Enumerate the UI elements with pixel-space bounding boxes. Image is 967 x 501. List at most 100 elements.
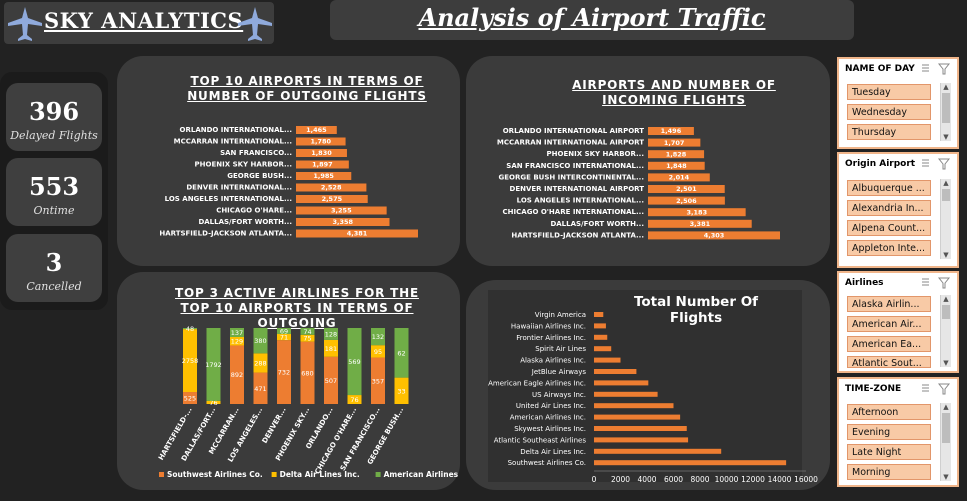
kpi-value: 3 bbox=[45, 248, 63, 277]
slicer-airlines: Airlines Alaska Airlin... American Air..… bbox=[837, 271, 959, 373]
data-label: 48 bbox=[186, 325, 194, 333]
slicer-item[interactable]: Thursday bbox=[847, 124, 931, 140]
data-label: 4,303 bbox=[704, 232, 725, 240]
filter-icon[interactable] bbox=[921, 277, 951, 289]
tick-label: 14000 bbox=[768, 475, 792, 484]
bar-segment bbox=[253, 372, 268, 404]
slicer-item[interactable]: American Ea... bbox=[847, 336, 931, 352]
category-label: CHICAGO O'HARE... bbox=[216, 207, 292, 215]
bar-segment bbox=[253, 353, 268, 373]
data-label: 1,707 bbox=[664, 139, 685, 147]
data-label: 892 bbox=[231, 371, 243, 379]
slicer-item[interactable]: Appleton Inte... bbox=[847, 240, 931, 256]
data-label: 4,381 bbox=[347, 230, 368, 238]
data-label: 507 bbox=[325, 377, 337, 385]
data-label: 3,183 bbox=[687, 208, 708, 216]
data-label: 732 bbox=[278, 369, 290, 377]
kpi-card-delayed: 396 Delayed Flights bbox=[6, 83, 102, 151]
slicer-item[interactable]: Late Night bbox=[847, 444, 931, 460]
kpi-label: Ontime bbox=[33, 204, 75, 217]
bar-segment bbox=[347, 328, 362, 396]
slicer-item[interactable]: Evening bbox=[847, 424, 931, 440]
brand-banner: SKY ANALYTICS bbox=[4, 2, 274, 44]
slicer-item[interactable]: Alexandria In... bbox=[847, 200, 931, 216]
bar bbox=[594, 460, 787, 466]
tick-label: 2000 bbox=[611, 475, 630, 484]
bar bbox=[296, 172, 352, 180]
data-label: 1,985 bbox=[313, 172, 334, 180]
total-flights-chart: Virgin America Hawaiian Airlines Inc. Fron… bbox=[488, 311, 818, 484]
kpi-value: 396 bbox=[28, 97, 80, 126]
category-label: DALLAS/FORT WORTH... bbox=[550, 220, 644, 228]
category-label: Virgin America bbox=[535, 311, 586, 319]
data-label: 1,848 bbox=[666, 162, 687, 170]
incoming-flights-chart: ORLANDO INTERNATIONAL AIRPORT 1,496 MCCARR… bbox=[497, 127, 780, 240]
category-label: Alaska Airlines Inc. bbox=[520, 357, 586, 365]
slicer-item[interactable]: Morning bbox=[847, 464, 931, 480]
scrollbar-thumb[interactable] bbox=[942, 413, 950, 443]
slicer-time-zone: TIME-ZONE Afternoon Evening Late Night M… bbox=[837, 377, 959, 487]
data-label: 128 bbox=[325, 330, 337, 338]
scrollbar[interactable]: ▲ ▼ bbox=[940, 295, 951, 367]
kpi-label: Delayed Flights bbox=[10, 129, 98, 142]
scrollbar-thumb[interactable] bbox=[942, 189, 950, 201]
bar-segment bbox=[277, 340, 291, 404]
data-label: 357 bbox=[372, 377, 384, 385]
legend-swatch bbox=[375, 472, 381, 477]
category-label: CHICAGO O'HARE... bbox=[313, 406, 358, 476]
category-label: Hawaiian Airlines Inc. bbox=[511, 322, 586, 330]
kpi-value: 553 bbox=[28, 172, 80, 201]
outgoing-flights-panel: TOP 10 AIRPORTS IN TERMS OF NUMBER OF OU… bbox=[117, 56, 460, 266]
data-label: 680 bbox=[301, 369, 313, 377]
slicer-item[interactable]: American Air... bbox=[847, 316, 931, 332]
scrollbar-thumb[interactable] bbox=[942, 305, 950, 319]
data-label: 95 bbox=[374, 348, 382, 356]
bar-segment bbox=[277, 328, 291, 335]
slicer-item[interactable]: Atlantic Sout... bbox=[847, 356, 931, 368]
scrollbar-thumb[interactable] bbox=[942, 93, 950, 123]
tick-label: 4000 bbox=[637, 475, 656, 484]
tick-label: 0 bbox=[592, 475, 597, 484]
data-label: 1,828 bbox=[666, 150, 687, 158]
slicer-item[interactable]: Albuquerque ... bbox=[847, 180, 931, 196]
bar bbox=[594, 357, 621, 363]
category-label: MCCARRAN INTERNATIONAL... bbox=[174, 138, 292, 146]
bar bbox=[648, 208, 746, 217]
scrollbar[interactable]: ▲ ▼ bbox=[940, 179, 951, 259]
data-label: 62 bbox=[397, 349, 405, 357]
bar bbox=[648, 173, 710, 182]
scrollbar[interactable]: ▲ ▼ bbox=[940, 83, 951, 141]
bar bbox=[296, 195, 368, 203]
slicer-item[interactable]: Tuesday bbox=[847, 84, 931, 100]
bar bbox=[296, 160, 349, 169]
legend-label: American Airlines Inc. bbox=[384, 470, 460, 479]
filter-icon[interactable] bbox=[921, 63, 951, 75]
slicer-origin-airport: Origin Airport Albuquerque ... Alexandri… bbox=[837, 152, 959, 268]
data-label: 69 bbox=[280, 328, 288, 336]
category-label: PHOENIX SKY HARBOR... bbox=[547, 150, 644, 158]
data-label: 1,496 bbox=[661, 127, 682, 135]
title-banner: Analysis of Airport Traffic bbox=[330, 0, 854, 40]
bar bbox=[594, 323, 606, 329]
bar bbox=[648, 219, 752, 228]
slicer-item[interactable]: Wednesday bbox=[847, 104, 931, 120]
category-label: LOS ANGELES INTERNATIONAL... bbox=[517, 197, 644, 205]
category-label: United Air Lines Inc. bbox=[516, 402, 586, 410]
slicer-item[interactable]: Afternoon bbox=[847, 404, 931, 420]
filter-icon[interactable] bbox=[921, 158, 951, 170]
category-label: DENVER... bbox=[261, 406, 288, 445]
data-label: 2,014 bbox=[669, 174, 690, 182]
slicer-item[interactable]: Alpena Count... bbox=[847, 220, 931, 236]
bar-segment bbox=[230, 345, 244, 404]
bar bbox=[594, 426, 687, 431]
bar-segment bbox=[300, 334, 315, 342]
data-label: 1,897 bbox=[312, 161, 333, 169]
bar bbox=[296, 137, 346, 146]
category-label: American Airlines Inc. bbox=[510, 414, 586, 422]
data-label: 132 bbox=[372, 333, 384, 341]
kpi-card-ontime: 553 Ontime bbox=[6, 158, 102, 226]
slicer-item[interactable]: Alaska Airlin... bbox=[847, 296, 931, 312]
category-label: Frontier Airlines Inc. bbox=[516, 334, 586, 342]
filter-icon[interactable] bbox=[921, 383, 951, 395]
scrollbar[interactable]: ▲ ▼ bbox=[940, 403, 951, 481]
